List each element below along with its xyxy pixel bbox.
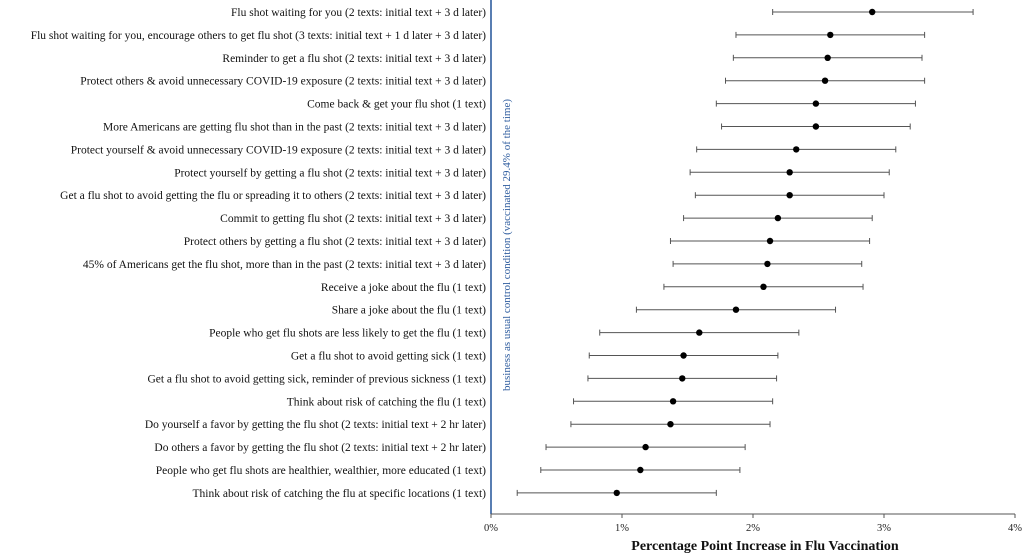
point-estimate: [786, 192, 793, 199]
row-estimate: [721, 123, 911, 130]
point-estimate: [786, 169, 793, 176]
row-label: Get a flu shot to avoid getting the flu …: [60, 190, 486, 202]
row-estimate: [689, 169, 890, 176]
row-label: Protect yourself & avoid unnecessary COV…: [71, 144, 486, 156]
point-estimate: [679, 375, 686, 382]
point-estimate: [669, 398, 677, 405]
point-estimate: [613, 489, 620, 497]
row-estimate: [587, 375, 778, 382]
row-estimate: [635, 306, 837, 313]
row-label: Protect others & avoid unnecessary COVID…: [80, 76, 486, 88]
point-estimate: [869, 8, 876, 16]
point-estimate: [812, 100, 820, 107]
row-estimate: [540, 466, 741, 474]
x-axis-title: Percentage Point Increase in Flu Vaccina…: [631, 539, 899, 554]
row-estimate: [669, 237, 871, 245]
point-estimate: [821, 77, 829, 84]
row-label: Reminder to get a flu shot (2 texts: ini…: [222, 53, 486, 65]
row-label: Get a flu shot to avoid getting sick, re…: [147, 373, 486, 385]
row-estimate: [545, 443, 746, 451]
point-estimate: [824, 54, 831, 61]
row-label: Receive a joke about the flu (1 text): [321, 282, 486, 294]
row-label: Protect yourself by getting a flu shot (…: [174, 167, 486, 179]
x-tick-label: 1%: [615, 523, 629, 534]
row-label: Protect others by getting a flu shot (2 …: [184, 236, 486, 248]
x-tick-label: 3%: [877, 523, 891, 534]
reference-line-label: business as usual control condition (vac…: [501, 99, 513, 391]
data-marks: [516, 8, 974, 497]
row-label: 45% of Americans get the flu shot, more …: [83, 259, 486, 271]
row-estimate: [732, 54, 923, 61]
row-estimate: [599, 329, 800, 336]
point-estimate: [642, 443, 649, 451]
row-label: More Americans are getting flu shot than…: [103, 122, 486, 134]
row-label: Come back & get your flu shot (1 text): [307, 99, 486, 111]
point-estimate: [774, 214, 782, 222]
row-label: Do others a favor by getting the flu sho…: [154, 442, 486, 454]
row-estimate: [570, 421, 771, 428]
row-estimate: [735, 31, 926, 39]
point-estimate: [766, 237, 774, 245]
row-estimate: [663, 283, 864, 290]
point-estimate: [667, 421, 674, 428]
row-label: Do yourself a favor by getting the flu s…: [145, 419, 486, 431]
row-estimate: [516, 489, 717, 497]
row-estimate: [772, 8, 974, 16]
row-estimate: [696, 146, 897, 153]
row-estimate: [724, 77, 926, 84]
row-estimate: [573, 398, 774, 405]
row-label: Flu shot waiting for you (2 texts: initi…: [231, 7, 486, 19]
point-estimate: [760, 283, 767, 290]
x-axis: 0% 1% 2% 3% 4%: [484, 513, 1022, 534]
row-label: People who get flu shots are healthier, …: [156, 465, 486, 477]
point-estimate: [696, 329, 703, 336]
row-estimate: [672, 260, 863, 268]
x-tick-label: 4%: [1008, 523, 1022, 534]
row-label: Think about risk of catching the flu at …: [193, 488, 487, 500]
point-estimate: [764, 260, 771, 268]
row-label: Flu shot waiting for you, encourage othe…: [31, 30, 486, 42]
point-estimate: [732, 306, 740, 313]
point-estimate: [793, 146, 800, 153]
x-tick-label: 2%: [746, 523, 760, 534]
category-labels: Flu shot waiting for you (2 texts: initi…: [31, 7, 486, 500]
row-label: Share a joke about the flu (1 text): [332, 305, 486, 317]
x-tick-label: 0%: [484, 523, 498, 534]
row-estimate: [588, 352, 779, 359]
row-estimate: [694, 192, 885, 199]
row-label: Think about risk of catching the flu (1 …: [287, 396, 486, 408]
point-estimate: [637, 466, 644, 474]
row-label: Commit to getting flu shot (2 texts: ini…: [220, 213, 486, 225]
point-estimate: [812, 123, 820, 130]
row-label: Get a flu shot to avoid getting sick (1 …: [291, 351, 486, 363]
row-label: People who get flu shots are less likely…: [209, 328, 486, 340]
point-estimate: [827, 31, 834, 39]
row-estimate: [683, 214, 873, 222]
reference-line-group: business as usual control condition (vac…: [490, 0, 513, 514]
point-estimate: [680, 352, 687, 359]
row-estimate: [715, 100, 916, 107]
